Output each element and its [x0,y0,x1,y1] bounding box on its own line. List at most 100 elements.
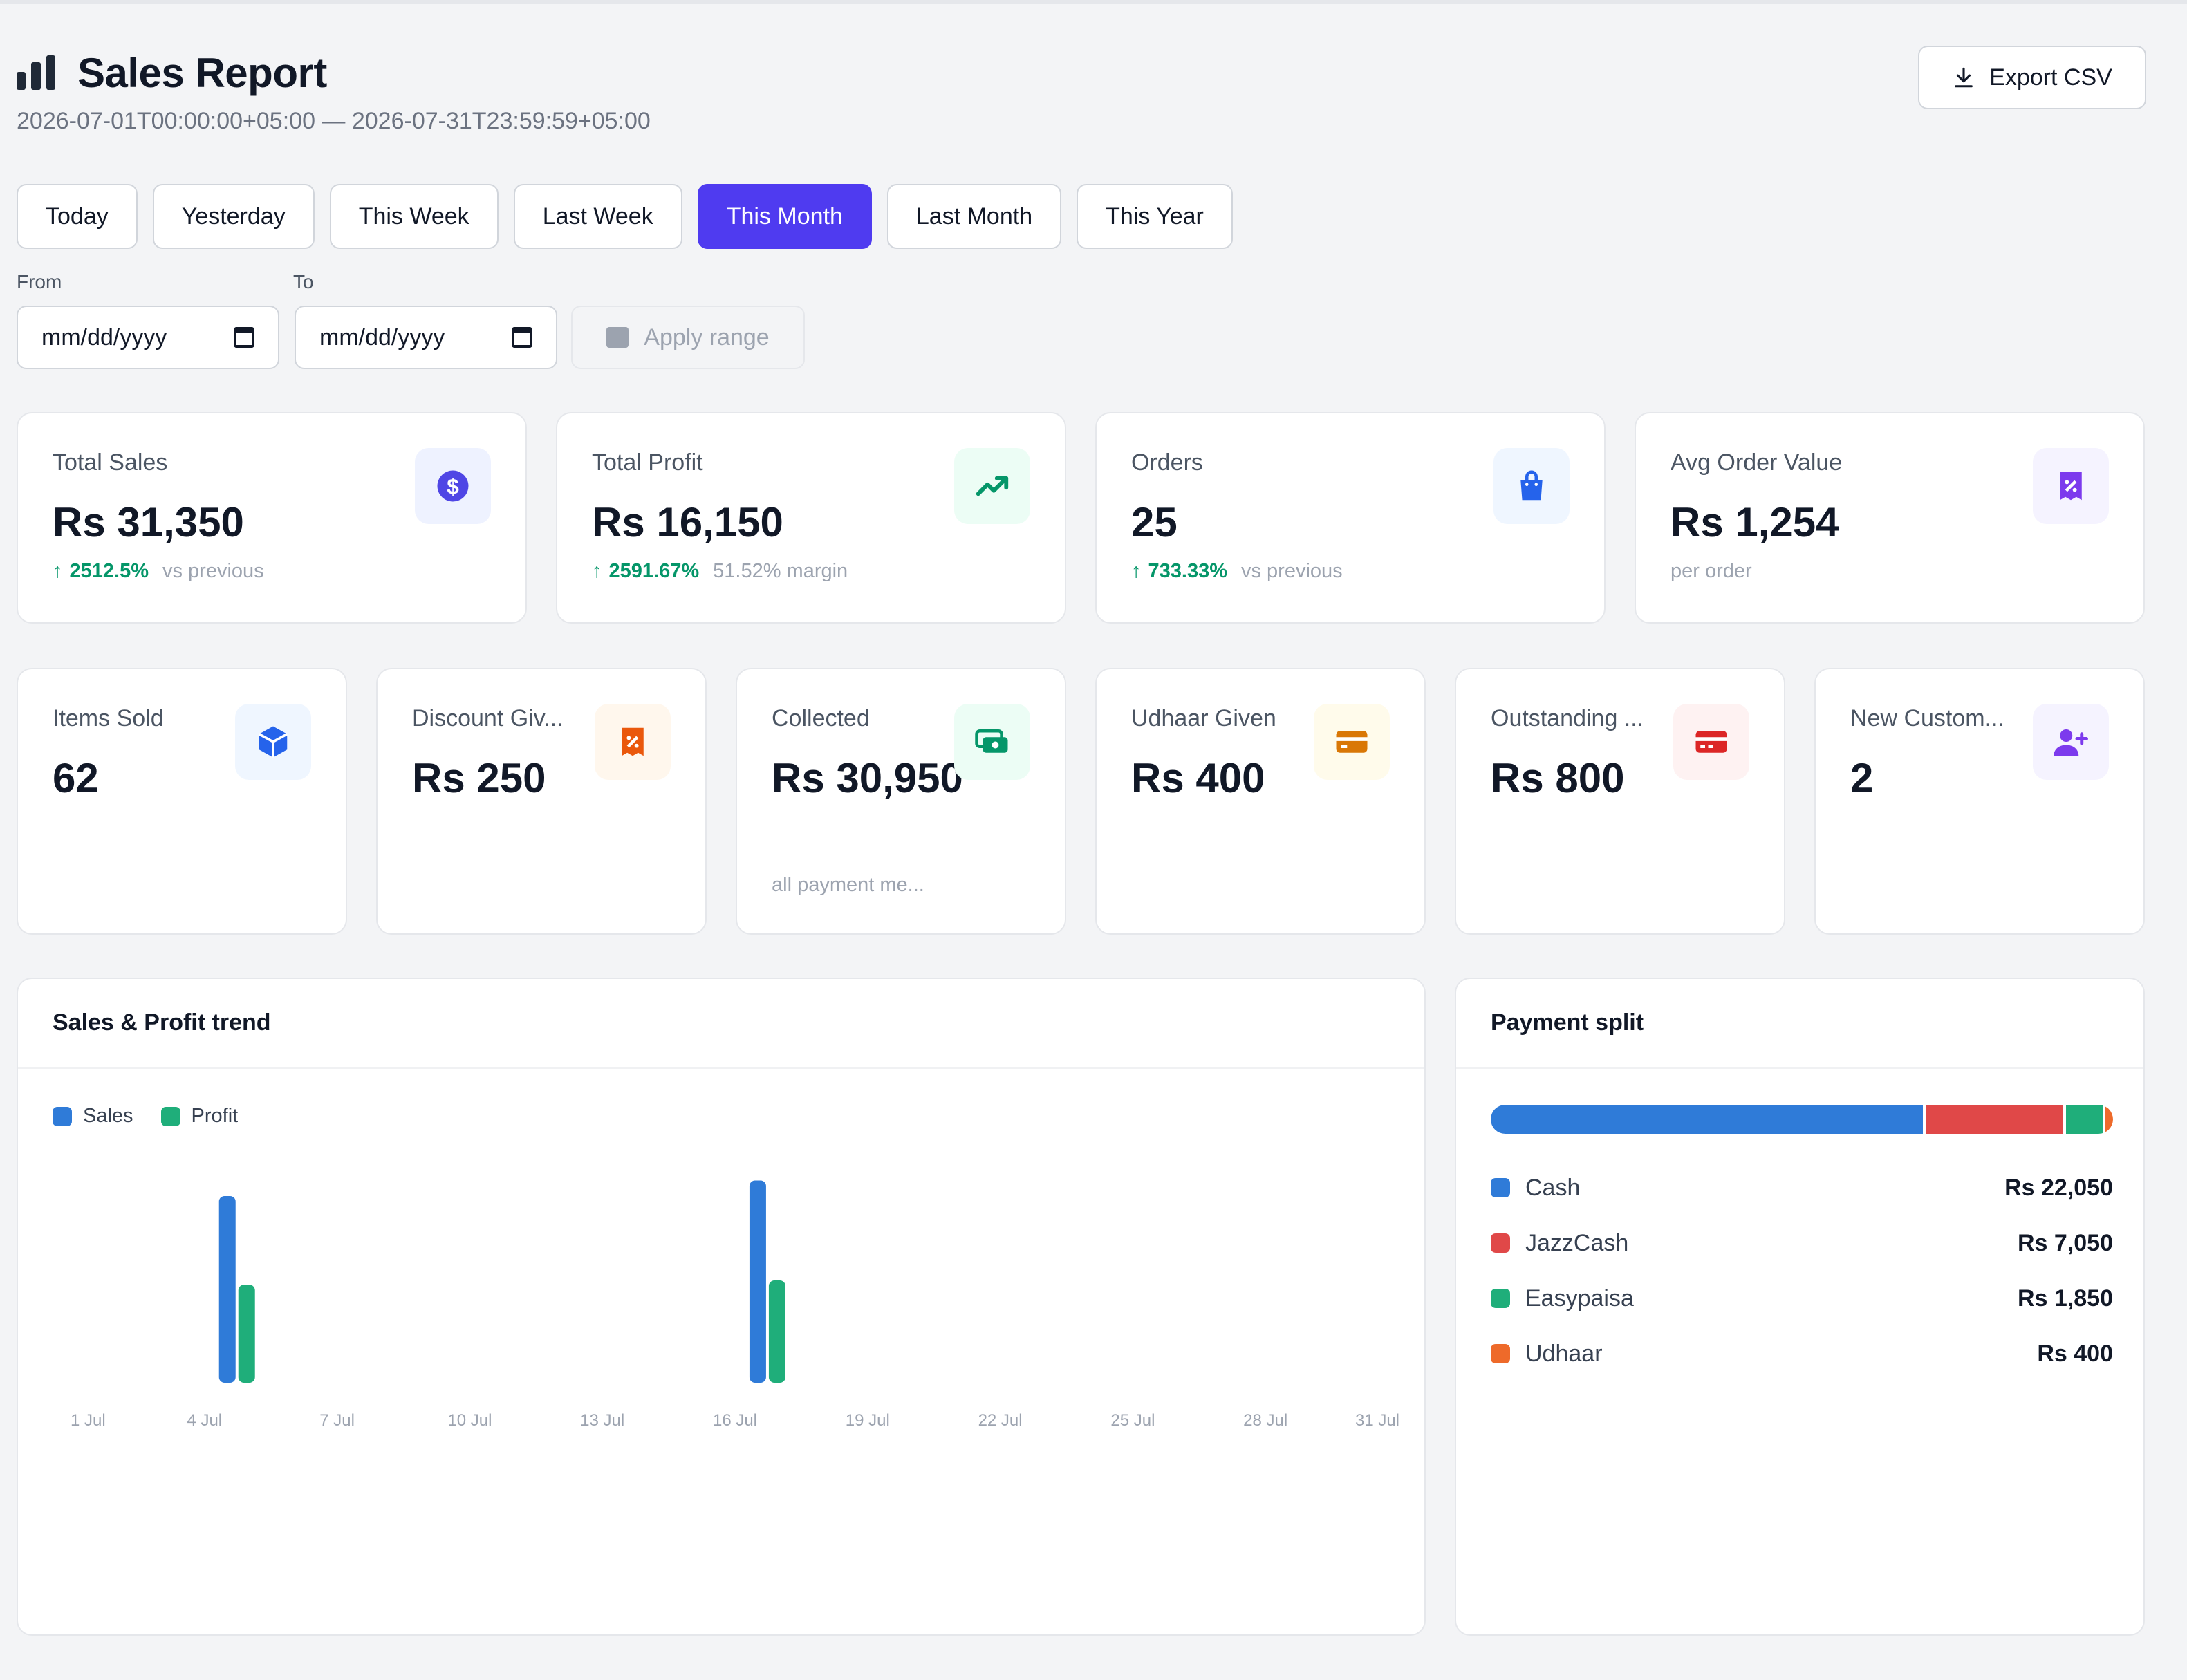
shopping-bag-icon [1520,470,1543,501]
kpi-icon-box [1673,704,1749,780]
x-tick-label: 10 Jul [447,1411,492,1430]
bar-sales-17-jul[interactable] [749,1180,766,1383]
split-row-cash: Cash Rs 22,050 [1491,1160,2113,1215]
legend-label-profit: Profit [191,1105,239,1127]
kpi-icon-box: $ [415,448,491,524]
split-row-udhaar: Udhaar Rs 400 [1491,1326,2113,1381]
from-date-input[interactable]: mm/dd/yyyy [17,306,279,369]
kpi-card-orders: Orders 25 ↑ 733.33% vs previous [1095,412,1606,624]
preset-last-month-button[interactable]: Last Month [886,184,1062,249]
apply-range-button[interactable]: Apply range [571,306,805,369]
kpi-icon-box [595,704,671,780]
change-value: 2591.67% [608,560,700,582]
kpi-card-total-profit: Total Profit Rs 16,150 ↑ 2591.67% 51.52% m… [556,412,1066,624]
card-divider [18,1067,1424,1069]
export-csv-button[interactable]: Export CSV [1918,46,2146,109]
kpi-value: Rs 16,150 [592,499,783,545]
split-method-name: JazzCash [1525,1229,1629,1256]
kpi-icon-box [235,704,311,780]
split-row-jazzcash: JazzCash Rs 7,050 [1491,1215,2113,1271]
kpi-icon-box [2033,704,2109,780]
x-tick-label: 16 Jul [713,1411,757,1430]
x-tick-label: 25 Jul [1110,1411,1155,1430]
calendar-icon[interactable] [512,327,532,348]
preset-last-week-button[interactable]: Last Week [513,184,682,249]
apply-range-label: Apply range [644,324,770,351]
split-row-easypaisa: Easypaisa Rs 1,850 [1491,1271,2113,1326]
kpi-label: New Custom... [1850,705,2004,731]
legend-item-profit: Profit [160,1105,239,1128]
payment-split-bar [1491,1105,2113,1134]
split-swatch [1491,1289,1510,1308]
split-segment-easypaisa[interactable] [2066,1105,2103,1134]
bar-sales-5-jul[interactable] [218,1195,236,1383]
split-method: Easypaisa [1491,1285,1634,1312]
export-csv-label: Export CSV [1989,64,2112,91]
kpi-subtext: ↑ 2512.5% vs previous [53,560,264,583]
preset-this-week-button[interactable]: This Week [329,184,499,249]
to-date-input[interactable]: mm/dd/yyyy [295,306,557,369]
payment-split-title: Payment split [1491,1009,1644,1036]
kpi-subtext: ↑ 733.33% vs previous [1131,560,1343,583]
bar-profit-5-jul[interactable] [238,1285,255,1383]
preset-this-month-button[interactable]: This Month [697,184,872,249]
x-tick-label: 13 Jul [580,1411,624,1430]
kpi-icon-box [954,704,1030,780]
change-note: vs previous [1241,560,1343,582]
kpi-value: Rs 250 [412,755,546,801]
credit-card-icon [1336,731,1368,753]
change-indicator: ↑ 2591.67% [592,560,699,583]
preset-yesterday-button[interactable]: Yesterday [152,184,315,249]
profit-swatch [160,1106,180,1126]
bar-profit-17-jul[interactable] [768,1280,785,1383]
cube-icon [258,726,288,758]
kpi-label: Orders [1131,449,1203,476]
download-icon [1955,67,1973,88]
split-segment-udhaar[interactable] [2105,1105,2113,1134]
kpi-value: 25 [1131,499,1178,545]
x-tick-label: 1 Jul [71,1411,106,1430]
kpi-label: Udhaar Given [1131,705,1276,731]
split-swatch [1491,1178,1510,1197]
page-title: Sales Report [77,49,327,96]
split-segment-jazzcash[interactable] [1925,1105,2064,1134]
kpi-label: Outstanding ... [1491,705,1644,731]
kpi-card-collected: Collected Rs 30,950 all payment me... [736,668,1066,935]
split-method: Cash [1491,1175,1580,1202]
split-amount: Rs 1,850 [2018,1285,2113,1312]
top-border [0,0,2187,4]
split-segment-cash[interactable] [1491,1105,1923,1134]
split-amount: Rs 7,050 [2018,1229,2113,1256]
legend-label-sales: Sales [83,1105,133,1127]
split-swatch [1491,1233,1510,1253]
kpi-value: Rs 30,950 [772,755,963,801]
x-tick-label: 4 Jul [187,1411,222,1430]
arrow-up-icon: ↑ [53,560,63,582]
split-amount: Rs 400 [2037,1340,2113,1367]
split-swatch [1491,1344,1510,1363]
cash-icon [975,729,1008,753]
svg-text:$: $ [447,474,459,498]
change-value: 733.33% [1148,560,1228,582]
preset-range-group: Today Yesterday This Week Last Week This Mon… [17,184,1233,249]
payment-split-card: Payment split Cash Rs 22,050 JazzCash Rs 7,… [1455,978,2145,1636]
kpi-label: Total Profit [592,449,703,476]
preset-today-button[interactable]: Today [17,184,138,249]
split-method: Udhaar [1491,1341,1603,1368]
payment-split-list: Cash Rs 22,050 JazzCash Rs 7,050 Easypaisa Rs… [1491,1160,2113,1381]
kpi-label: Total Sales [53,449,168,476]
kpi-card-discount-giv: Discount Giv... Rs 250 [376,668,707,935]
kpi-card-outstanding: Outstanding ... Rs 800 [1455,668,1785,935]
preset-this-year-button[interactable]: This Year [1077,184,1233,249]
to-date-value: mm/dd/yyyy [319,324,445,351]
kpi-note: all payment me... [772,874,924,896]
change-note: 51.52% margin [713,560,848,582]
kpi-label: Discount Giv... [412,705,564,731]
trending-up-icon [976,476,1009,496]
dollar-icon: $ [437,470,469,502]
user-plus-icon [2054,729,2088,756]
bar-chart-icon [17,55,55,90]
calendar-icon[interactable] [234,327,254,348]
change-indicator: ↑ 2512.5% [53,560,149,583]
card-divider [1456,1067,2143,1069]
